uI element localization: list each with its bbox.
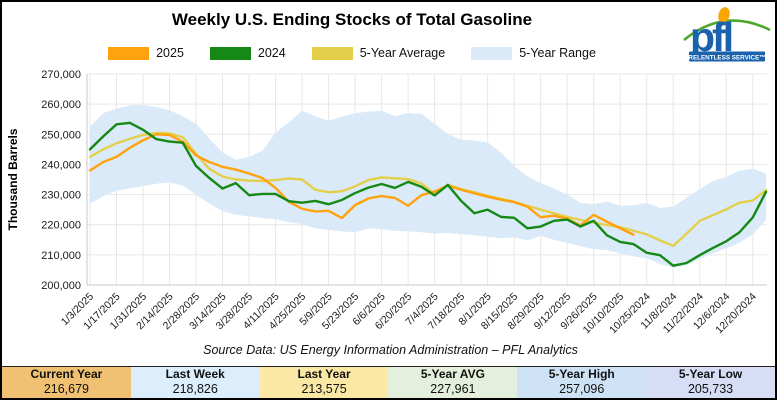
stat-5yr-high: 5-Year High 257,096 (517, 367, 647, 398)
stat-value: 216,679 (43, 381, 89, 396)
stat-current-year: Current Year 216,679 (2, 367, 131, 398)
stat-value: 227,961 (430, 381, 476, 396)
legend-label: 5-Year Range (519, 46, 596, 60)
logo-banner (689, 51, 765, 62)
stat-label: 5-Year High (548, 367, 615, 381)
y-tick-label: 220,000 (41, 220, 81, 232)
stat-value: 257,096 (559, 381, 605, 396)
y-tick-label: 210,000 (41, 250, 81, 262)
legend-item-5yr-range: 5-Year Range (471, 46, 596, 60)
pfl-logo: pfl RELENTLESS SERVICE™ (683, 7, 771, 62)
stat-label: 5-Year Low (678, 367, 743, 381)
stat-5yr-low: 5-Year Low 205,733 (646, 367, 775, 398)
stat-last-year: Last Year 213,575 (259, 367, 389, 398)
page-title: Weekly U.S. Ending Stocks of Total Gasol… (171, 10, 533, 29)
legend-label: 2025 (156, 46, 184, 60)
y-axis-title: Thousand Barrels (6, 128, 20, 230)
series-2024-line (88, 121, 768, 267)
legend-label: 5-Year Average (359, 46, 446, 60)
y-tick-label: 260,000 (41, 99, 81, 111)
logo-tagline: RELENTLESS SERVICE™ (688, 55, 765, 62)
stat-value: 205,733 (687, 381, 734, 396)
legend-swatch-5yr-range (471, 46, 513, 60)
logo-dot-icon (718, 7, 730, 23)
y-tick-label: 230,000 (41, 190, 81, 202)
source-note: Source Data: US Energy Information Admin… (203, 343, 578, 357)
y-tick-label: 200,000 (41, 280, 81, 292)
legend-swatch-5yr-average (311, 46, 353, 60)
stat-label: 5-Year AVG (420, 367, 485, 381)
series-5-year-average-line (88, 131, 768, 248)
stat-label: Last Year (297, 367, 351, 381)
stat-value: 218,826 (172, 381, 218, 396)
legend-swatch-2024 (209, 46, 251, 60)
legend-swatch-2025 (108, 46, 150, 60)
y-tick-label: 240,000 (41, 159, 81, 171)
y-tick-label: 250,000 (41, 129, 81, 141)
stat-label: Last Week (165, 367, 225, 381)
legend-item-2025: 2025 (108, 46, 184, 60)
legend-item-5yr-average: 5-Year Average (311, 46, 446, 60)
stat-value: 213,575 (301, 381, 347, 396)
y-tick-label: 270,000 (41, 69, 81, 81)
stat-label: Current Year (30, 367, 103, 381)
chart-legend: 2025 2024 5-Year Average 5-Year Range (2, 46, 702, 60)
stat-last-week: Last Week 218,826 (130, 367, 260, 398)
stat-5yr-avg: 5-Year AVG 227,961 (388, 367, 518, 398)
stats-bar: Current Year 216,679 Last Week 218,826 L… (2, 366, 775, 398)
series-5yr-range-band (90, 104, 766, 268)
line-chart: 270,000 260,000 250,000 240,000 230,000 220,0… (6, 69, 768, 336)
legend-label: 2024 (257, 46, 286, 60)
series-2025-line (88, 133, 635, 236)
legend-item-2024: 2024 (209, 46, 286, 60)
